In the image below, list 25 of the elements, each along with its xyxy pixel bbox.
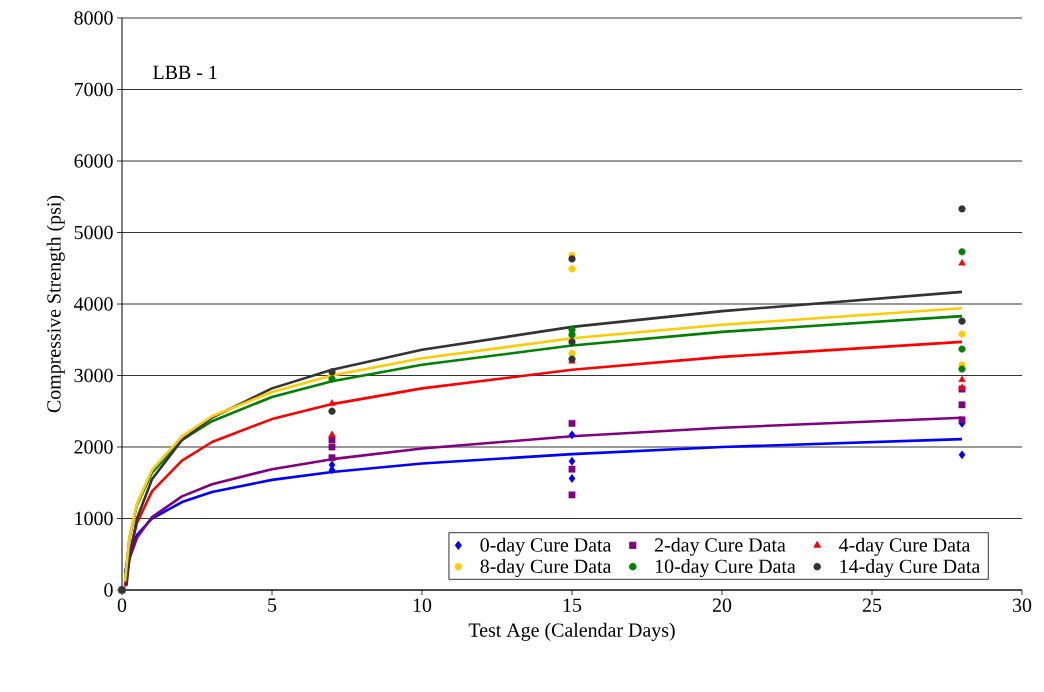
y-tick-label: 5000: [74, 225, 113, 240]
legend-label: 8-day Cure Data: [480, 558, 612, 578]
y-tick-label: 0: [104, 583, 113, 597]
x-axis-title: Test Age (Calendar Days): [468, 622, 675, 641]
legend-label: 0-day Cure Data: [480, 537, 612, 556]
y-tick-label: 7000: [74, 82, 113, 97]
legend-label: 2-day Cure Data: [655, 537, 786, 556]
y-tick-label: 1000: [75, 511, 113, 526]
x-tick-label: 25: [862, 598, 882, 612]
legend-label: 14-day Cure Data: [840, 558, 981, 578]
y-tick-label: 3000: [74, 368, 113, 383]
legend-label: 4-day Cure Data: [839, 537, 971, 556]
x-tick-label: 30: [1013, 598, 1032, 612]
x-tick-label: 0: [117, 598, 127, 612]
y-tick-label: 8000: [74, 11, 113, 25]
x-tick-label: 15: [563, 598, 582, 612]
x-tick-label: 20: [712, 598, 732, 612]
y-tick-label: 6000: [74, 154, 113, 168]
y-tick-label: 2000: [74, 440, 113, 454]
annotation: LBB - 1: [153, 65, 217, 79]
legend-label: 10-day Cure Data: [655, 558, 796, 578]
y-axis-title: Compressive Strength (psi): [46, 195, 65, 413]
y-tick-label: 4000: [74, 297, 113, 311]
x-tick-label: 10: [413, 598, 432, 612]
x-tick-label: 5: [268, 598, 277, 612]
